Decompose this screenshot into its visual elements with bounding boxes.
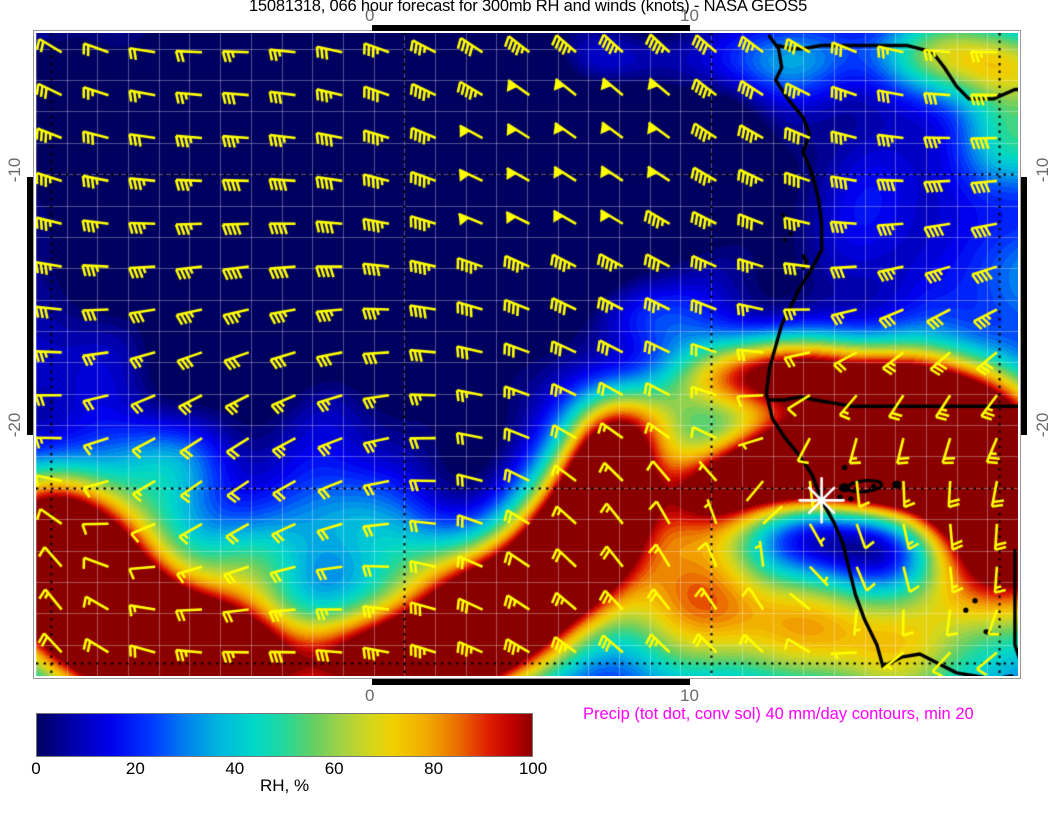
axis-tick-left-minus10: -10 bbox=[5, 157, 24, 183]
axis-tick-left-minus20: -20 bbox=[5, 412, 24, 438]
axis-tick-bottom-10: 10 bbox=[680, 686, 699, 705]
colorbar-gradient bbox=[36, 713, 533, 757]
rh-wind-map-canvas[interactable] bbox=[36, 33, 1018, 676]
page-title: 15081318, 066 hour forecast for 300mb RH… bbox=[248, 0, 808, 15]
precip-annotation: Precip (tot dot, conv sol) 40 mm/day con… bbox=[583, 705, 974, 723]
axis-bar-left bbox=[27, 177, 33, 435]
colorbar-tick-40: 40 bbox=[225, 759, 245, 778]
colorbar-tick-80: 80 bbox=[424, 759, 444, 778]
axis-tick-top-0: 0 bbox=[365, 6, 375, 25]
colorbar-tick-0: 0 bbox=[31, 759, 41, 778]
colorbar-tick-20: 20 bbox=[125, 759, 145, 778]
map-plot-area[interactable] bbox=[36, 33, 1018, 676]
colorbar-tick-60: 60 bbox=[324, 759, 344, 778]
axis-bar-top bbox=[372, 25, 690, 31]
colorbar-tick-labels: 0 20 40 60 80 100 bbox=[31, 759, 547, 781]
colorbar-axis-label: RH, % bbox=[259, 776, 310, 795]
axis-tick-bottom-0: 0 bbox=[365, 686, 375, 705]
axis-tick-right-minus10: -10 bbox=[1033, 157, 1052, 183]
axis-bar-bottom bbox=[372, 679, 690, 685]
axis-tick-top-10: 10 bbox=[680, 6, 699, 25]
axis-bar-right bbox=[1021, 177, 1027, 435]
colorbar-tick-100: 100 bbox=[518, 759, 548, 778]
colorbar[interactable]: 0 20 40 60 80 100 bbox=[31, 713, 547, 778]
axis-tick-right-minus20: -20 bbox=[1033, 412, 1052, 438]
